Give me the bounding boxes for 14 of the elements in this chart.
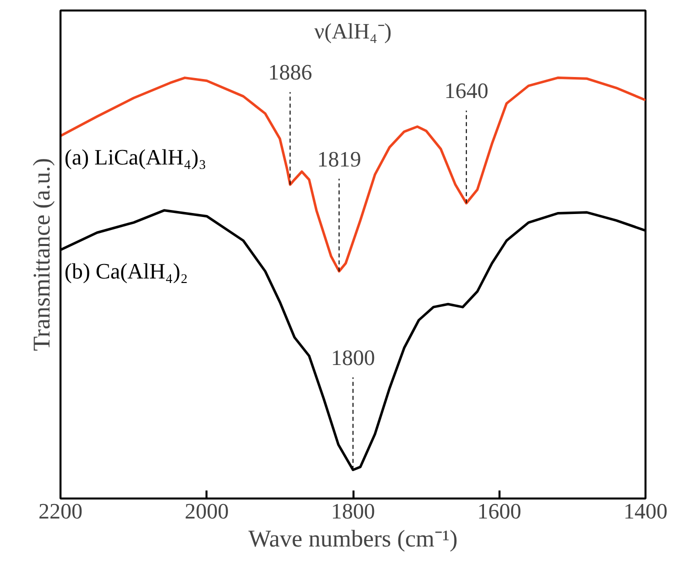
series-label: (a) LiCa(AlH₄)₃	[64, 144, 206, 170]
annotation: 1886	[268, 60, 312, 85]
x-axis-title: Wave numbers (cm⁻¹)	[248, 526, 458, 552]
x-tick-label: 1600	[477, 498, 522, 524]
y-axis-title: Transmittance (a.u.)	[30, 158, 56, 352]
annotation: 1800	[331, 344, 375, 370]
series-label: (b) Ca(AlH₄)₂	[64, 258, 188, 284]
annotation: 1640	[444, 78, 488, 104]
x-tick-label: 2200	[38, 498, 82, 524]
text: ν(AlH₄⁻)	[314, 18, 392, 44]
x-tick-label: 1800	[331, 498, 375, 524]
x-tick-label: 1400	[624, 498, 668, 524]
annotation: 1819	[317, 146, 362, 172]
x-tick-label: 2000	[184, 498, 229, 524]
